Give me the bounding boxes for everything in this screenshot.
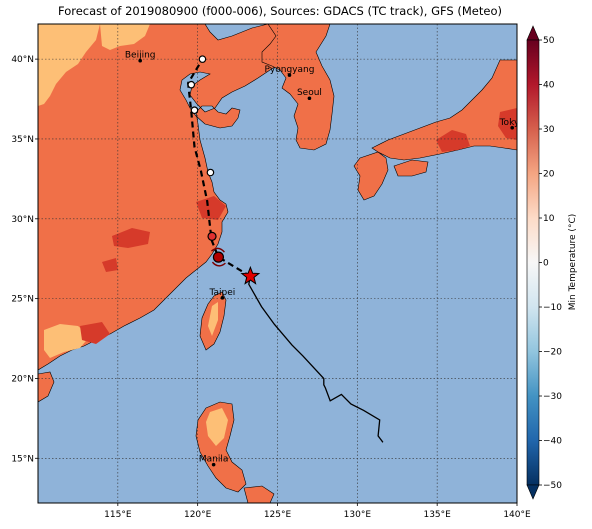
land-highland-pale-2 [100, 24, 150, 50]
tick-label-lat: 20°N [11, 374, 34, 384]
land-highland-pale [38, 24, 100, 106]
colorbar-tick-label: −30 [543, 392, 562, 402]
track-forecast-point [187, 80, 196, 89]
tick-label-lat: 40°N [11, 55, 34, 65]
land-taiwan-pale [208, 302, 218, 336]
current-position-star-icon [240, 265, 261, 285]
tick-label-lon: 115°E [104, 510, 132, 520]
track-forecast-point [212, 251, 225, 263]
city-label-taipei: Taipei [209, 288, 236, 298]
land-shikoku [393, 159, 429, 177]
tick-label-lat: 15°N [11, 454, 34, 464]
tick-label-lon: 135°E [423, 510, 451, 520]
land-luzon-pale [206, 408, 228, 446]
axis-ticks: 115°E 120°E 125°E 130°E 135°E 140°E 15°N 20°N 25… [11, 55, 531, 520]
tick-label-lat: 35°N [11, 135, 34, 145]
land-warm-patch-3 [80, 322, 110, 344]
land-japan-warm [436, 130, 470, 152]
land-hainan [38, 371, 55, 403]
land-highland-pale-3 [44, 324, 90, 358]
city-marker [211, 462, 216, 467]
city-marker [220, 296, 225, 300]
colorbar-tick-label: 20 [543, 170, 555, 180]
colorbar-tick-label: −10 [543, 303, 562, 313]
tick-label-lon: 120°E [184, 510, 212, 520]
track-forecast-point [207, 231, 217, 241]
land-china [38, 24, 301, 371]
colorbar-bottom-arrow [526, 484, 540, 500]
tick-label-lat: 30°N [11, 215, 34, 225]
land-warm-patch-4 [102, 258, 118, 272]
colorbar-tick-label: −20 [543, 348, 562, 358]
colorbar-label: Min Temperature (°C) [568, 214, 578, 311]
city-label-beijing: Beijing [125, 51, 156, 61]
map-title: Forecast of 2019080900 (f000-006), Sourc… [58, 4, 502, 18]
land-warm-patch-1 [112, 228, 150, 248]
tick-label-lon: 125°E [264, 510, 292, 520]
land-warm-patch-2 [196, 196, 226, 220]
colorbar-tick-label: 10 [543, 214, 555, 224]
cyclone-arm-icon [210, 247, 225, 253]
land-visayas [243, 485, 275, 503]
colorbar-tick-label: 0 [543, 259, 549, 269]
city-label-manila: Manila [199, 455, 229, 465]
track-past-line [248, 276, 384, 443]
city-marker [138, 58, 142, 63]
map-gridlines [38, 24, 517, 503]
colorbar-tick-label: 50 [543, 36, 555, 46]
city-layer: Beijing Pyongyang Seoul Tokyo Taipei Manila [125, 51, 526, 467]
colorbar-tick-label: 40 [543, 81, 555, 91]
colorbar-top-arrow [526, 25, 540, 41]
city-marker [287, 73, 292, 77]
colorbar-bar [526, 39, 540, 486]
track-forecast-point [198, 55, 207, 63]
tick-label-lon: 140°E [503, 510, 531, 520]
land-tokyo-warm [498, 108, 517, 140]
city-marker [307, 96, 312, 101]
city-label-seoul: Seoul [297, 88, 322, 98]
track-forecast-point [190, 106, 199, 115]
tick-label-lat: 25°N [11, 295, 34, 305]
tick-label-lon: 130°E [344, 510, 372, 520]
colorbar-ticks: 50 40 30 20 10 0 −10 −20 −30 −40 −50 [539, 36, 562, 491]
city-label-pyongyang: Pyongyang [265, 65, 315, 75]
typhoon-track [186, 55, 384, 443]
map-canvas: Beijing Pyongyang Seoul Tokyo Taipei Manila [38, 24, 526, 503]
colorbar-tick-label: −50 [543, 481, 562, 491]
colorbar: 50 40 30 20 10 0 −10 −20 −30 −40 −50 Min Temperatu… [526, 25, 578, 500]
city-marker [510, 125, 515, 130]
track-forecast-point [206, 168, 215, 177]
colorbar-tick-label: −40 [543, 437, 562, 447]
land-korea [261, 24, 335, 151]
colorbar-tick-label: 30 [543, 125, 555, 135]
city-label-tokyo: Tokyo [499, 118, 526, 128]
land-kyushu [353, 151, 389, 201]
cyclone-arm-icon [211, 261, 226, 267]
